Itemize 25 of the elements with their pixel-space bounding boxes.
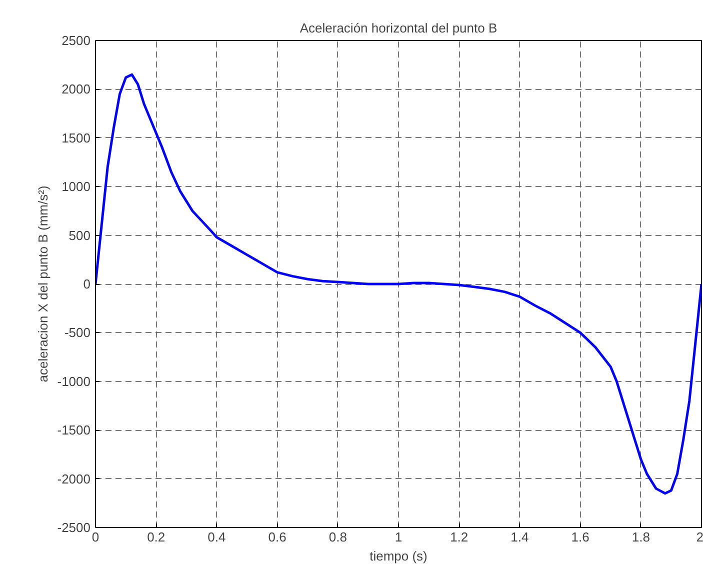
y-tick-label: 500 xyxy=(68,228,91,243)
x-tick-label: 0.8 xyxy=(328,530,347,544)
y-tick-label: 2000 xyxy=(62,82,90,97)
x-tick-label: 1.6 xyxy=(571,530,590,544)
y-tick-label: 0 xyxy=(83,276,91,292)
x-tick-label: 1 xyxy=(394,530,402,544)
y-tick-label: -2000 xyxy=(57,471,90,486)
x-tick-label: 0.2 xyxy=(147,530,166,544)
line-series xyxy=(96,73,702,495)
x-tick-label: 1.8 xyxy=(632,530,650,544)
y-axis-title: aceleracion X del punto B (mm/s²) xyxy=(35,186,50,382)
y-tick-label: 2500 xyxy=(62,33,90,48)
x-tick-label: 0.6 xyxy=(268,530,286,544)
y-tick-label: 1000 xyxy=(62,179,90,194)
x-tick-label: 2 xyxy=(696,530,703,544)
x-axis-title: tiempo (s) xyxy=(370,548,428,564)
y-tick-label: -500 xyxy=(64,325,91,340)
y-tick-label: -1000 xyxy=(57,374,90,389)
y-tick-label: -1500 xyxy=(57,422,90,438)
y-tick-label: -2500 xyxy=(57,520,90,535)
x-tick-label: 0.4 xyxy=(208,530,226,544)
x-tick-label: 1.2 xyxy=(450,530,468,544)
y-tick-label: 1500 xyxy=(62,130,90,146)
chart-title: Aceleración horizontal del punto B xyxy=(300,20,498,36)
x-tick-label: 1.4 xyxy=(510,530,529,544)
